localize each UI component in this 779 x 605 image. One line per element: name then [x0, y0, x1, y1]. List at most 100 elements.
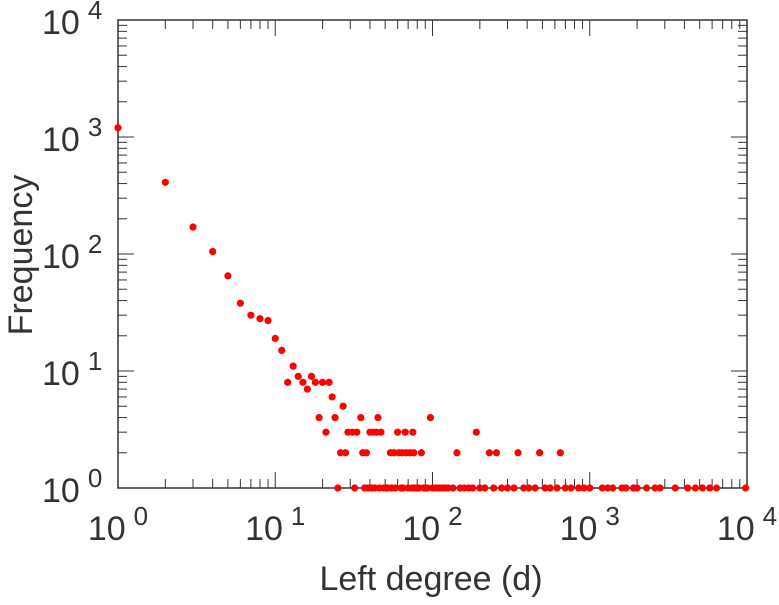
data-point: [362, 449, 371, 457]
x-axis-label: Left degree (d): [319, 560, 542, 598]
x-tick-label: 10 3: [560, 501, 620, 548]
y-tick-label: 10 1: [42, 346, 102, 393]
data-point: [651, 484, 659, 492]
data-point: [247, 311, 255, 319]
data-point: [671, 484, 679, 492]
data-point: [586, 484, 594, 492]
data-point: [299, 378, 307, 386]
data-point: [318, 378, 327, 386]
data-point: [476, 484, 484, 492]
data-point: [353, 428, 361, 436]
data-point: [264, 316, 272, 325]
data-point: [656, 484, 664, 492]
data-point: [525, 484, 533, 492]
data-point: [209, 247, 217, 256]
data-point: [334, 484, 342, 492]
data-point: [325, 378, 333, 386]
data-point: [315, 413, 323, 422]
data-point: [598, 484, 606, 492]
y-tick-label: 10 4: [42, 0, 102, 42]
data-point: [481, 484, 489, 492]
x-tick-label: 10 4: [717, 501, 777, 548]
data-points: [114, 124, 750, 492]
y-tick-label: 10 2: [42, 229, 102, 276]
data-point: [706, 484, 714, 492]
data-point: [409, 428, 417, 436]
data-point: [510, 484, 518, 492]
data-point: [271, 334, 279, 342]
data-point: [114, 124, 122, 132]
data-point: [497, 484, 506, 492]
data-point: [339, 402, 347, 410]
data-point: [357, 413, 365, 422]
data-point: [377, 428, 385, 436]
data-point: [633, 484, 641, 492]
data-point: [399, 484, 407, 492]
data-point: [712, 484, 721, 492]
y-tick-label: 10 3: [42, 112, 102, 159]
data-point: [426, 413, 435, 422]
data-point: [161, 178, 169, 186]
x-tick-label: 10 0: [88, 501, 148, 548]
data-point: [490, 484, 498, 492]
data-point: [622, 484, 630, 492]
data-point: [189, 223, 197, 231]
data-point: [580, 484, 588, 492]
data-point: [256, 315, 264, 323]
data-point: [531, 484, 539, 492]
data-point: [541, 484, 549, 492]
y-axis-label: Frequency: [2, 175, 40, 336]
data-point: [492, 449, 501, 457]
data-point: [394, 428, 402, 436]
data-point: [485, 449, 493, 457]
data-point: [514, 449, 522, 457]
data-point: [556, 449, 564, 457]
data-point: [311, 378, 319, 386]
data-point: [351, 484, 359, 492]
data-point: [341, 449, 350, 457]
data-point: [453, 449, 461, 457]
data-point: [401, 428, 409, 436]
data-point: [503, 484, 512, 492]
data-point: [224, 272, 232, 280]
data-point: [575, 484, 583, 492]
data-point: [684, 484, 692, 492]
data-point: [643, 484, 651, 492]
data-point: [546, 484, 554, 492]
y-tick-label: 10 0: [42, 463, 102, 510]
data-point: [520, 484, 528, 492]
data-point: [472, 428, 480, 436]
x-tick-label: 10 1: [245, 501, 305, 548]
data-point: [410, 449, 418, 457]
data-point: [391, 484, 399, 492]
data-point: [294, 372, 302, 380]
data-point: [374, 413, 382, 422]
data-point: [289, 362, 297, 370]
data-point: [328, 393, 336, 401]
data-point: [307, 372, 316, 380]
data-point: [561, 484, 569, 492]
data-point: [567, 484, 575, 492]
data-point: [284, 378, 292, 386]
data-point: [336, 449, 345, 457]
data-point: [322, 428, 330, 436]
data-point: [691, 484, 700, 492]
data-point: [536, 449, 544, 457]
data-point: [303, 385, 311, 393]
data-point: [609, 484, 617, 492]
data-point: [553, 484, 561, 492]
data-point: [449, 484, 457, 492]
data-point: [604, 484, 612, 492]
data-point: [423, 484, 432, 492]
data-point: [469, 484, 477, 492]
tick-labels: 10 0 10 1 10 2 10 3 10 4 10 0 10 1 10 2 10 3 10 4: [42, 0, 777, 548]
data-point: [278, 346, 286, 354]
data-point: [742, 484, 750, 492]
x-tick-label: 10 2: [402, 501, 462, 548]
data-point: [331, 413, 339, 422]
data-point: [698, 484, 706, 492]
data-point: [236, 299, 244, 307]
data-point: [417, 449, 426, 457]
